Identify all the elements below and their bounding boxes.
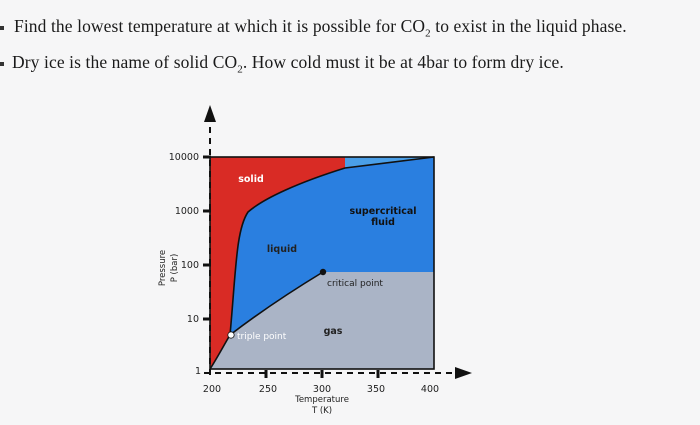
- bullet-mark-2: [0, 62, 4, 66]
- supercritical-label-2: fluid: [371, 217, 395, 228]
- question-2-text-b: . How cold must it be at 4bar to form dr…: [242, 52, 564, 72]
- liquid-region: [230, 157, 434, 335]
- liquid-label: liquid: [267, 244, 297, 255]
- y-tick-label: 10000: [169, 152, 199, 163]
- question-1-subscript: 2: [425, 27, 431, 40]
- melting-curve: [229, 156, 435, 336]
- y-tick-label: 1: [195, 366, 201, 377]
- bullet-mark: [0, 26, 4, 30]
- question-2-subscript: 2: [237, 63, 243, 76]
- question-1-text-a: Find the lowest temperature at which it …: [14, 16, 426, 36]
- x-tick-label: 300: [313, 384, 331, 395]
- y-axis-arrow: [204, 105, 216, 122]
- x-axis-unit: T (K): [311, 406, 332, 416]
- y-axis-label: Pressure: [158, 250, 168, 286]
- x-tick-label: 200: [203, 384, 221, 395]
- y-tick-label: 100: [181, 260, 199, 271]
- gas-label: gas: [324, 326, 343, 337]
- x-axis-label: Temperature: [294, 395, 349, 405]
- triple-point-marker: [227, 331, 235, 339]
- supercritical-label: supercritical: [349, 206, 416, 217]
- y-tick-label: 10: [187, 314, 199, 325]
- critical-point-marker: [319, 268, 327, 276]
- vaporization-curve: [229, 271, 324, 336]
- x-tick-label: 350: [367, 384, 385, 395]
- y-axis-unit: P (bar): [170, 254, 180, 283]
- question-1: Find the lowest temperature at which it …: [14, 16, 627, 40]
- x-axis-arrow: [455, 367, 472, 379]
- triple-point-label: triple point: [237, 332, 287, 342]
- y-tick-label: 1000: [175, 206, 199, 217]
- question-1-text-b: to exist in the liquid phase.: [430, 16, 627, 36]
- x-tick-label: 400: [421, 384, 439, 395]
- critical-point-label: critical point: [327, 279, 383, 289]
- y-tick-marks: [203, 155, 211, 321]
- solid-label: solid: [238, 174, 264, 185]
- x-tick-marks: [264, 370, 380, 378]
- question-2-text-a: Dry ice is the name of solid CO: [12, 52, 238, 72]
- x-tick-label: 250: [259, 384, 277, 395]
- solid-region: [210, 157, 345, 369]
- question-2: Dry ice is the name of solid CO2. How co…: [12, 52, 564, 76]
- sublimation-curve: [209, 334, 231, 370]
